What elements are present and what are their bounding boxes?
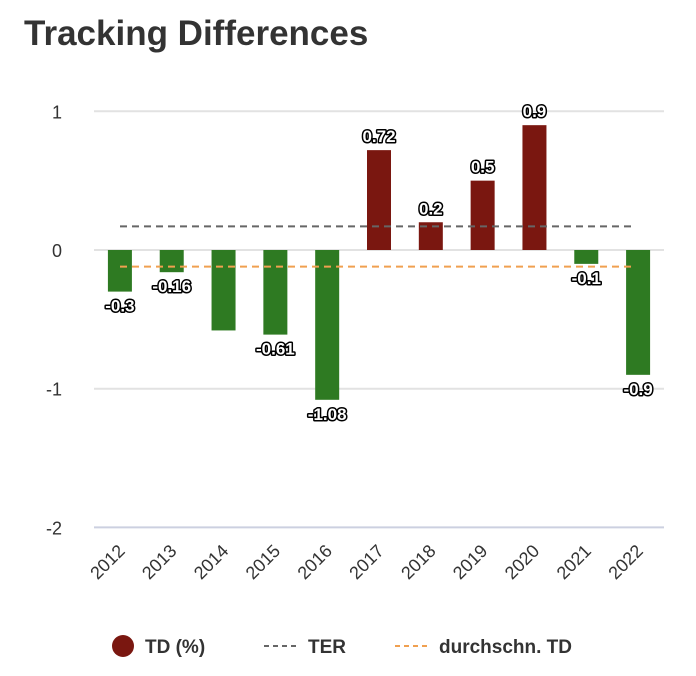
data-label: -0.3 [105, 297, 134, 316]
data-label: 0.72 [362, 127, 395, 146]
bar [522, 125, 547, 250]
y-tick-label: -2 [46, 518, 62, 538]
x-tick-label: 2020 [501, 541, 543, 583]
bar [626, 250, 651, 375]
x-tick-label: 2017 [345, 541, 387, 583]
x-tick-label: 2012 [86, 541, 128, 583]
data-label: 0.2 [419, 199, 443, 218]
bar [367, 150, 391, 250]
data-label: 0.5 [471, 158, 495, 177]
bar [107, 250, 132, 292]
x-tick-label: 2022 [604, 541, 646, 583]
x-tick-label: 2021 [553, 541, 595, 583]
x-tick-label: 2015 [242, 541, 284, 583]
data-label: -1.08 [308, 405, 347, 424]
y-tick-label: 0 [52, 241, 62, 261]
bar [263, 250, 288, 335]
legend-label-td: TD (%) [145, 637, 205, 658]
legend-label-avg: durchschn. TD [439, 637, 572, 658]
bar [470, 180, 495, 250]
bar [315, 250, 340, 400]
x-tick-label: 2019 [449, 541, 491, 583]
data-label: 0.9 [523, 102, 547, 121]
x-tick-label: 2014 [190, 541, 232, 583]
bar [159, 250, 184, 273]
data-label: -0.1 [572, 269, 601, 288]
bar [574, 250, 599, 264]
x-tick-label: 2018 [397, 541, 439, 583]
x-tick-label: 2016 [294, 541, 336, 583]
data-label: -0.9 [623, 380, 652, 399]
y-tick-label: -1 [46, 380, 62, 400]
x-tick-label: 2013 [138, 541, 180, 583]
chart-title: Tracking Differences [24, 14, 369, 53]
legend-label-ter: TER [308, 637, 346, 658]
legend-marker-td [112, 635, 134, 657]
bar [211, 250, 236, 331]
y-tick-label: 1 [52, 102, 62, 122]
data-label: -0.16 [152, 277, 191, 296]
data-label: -0.61 [256, 340, 295, 359]
